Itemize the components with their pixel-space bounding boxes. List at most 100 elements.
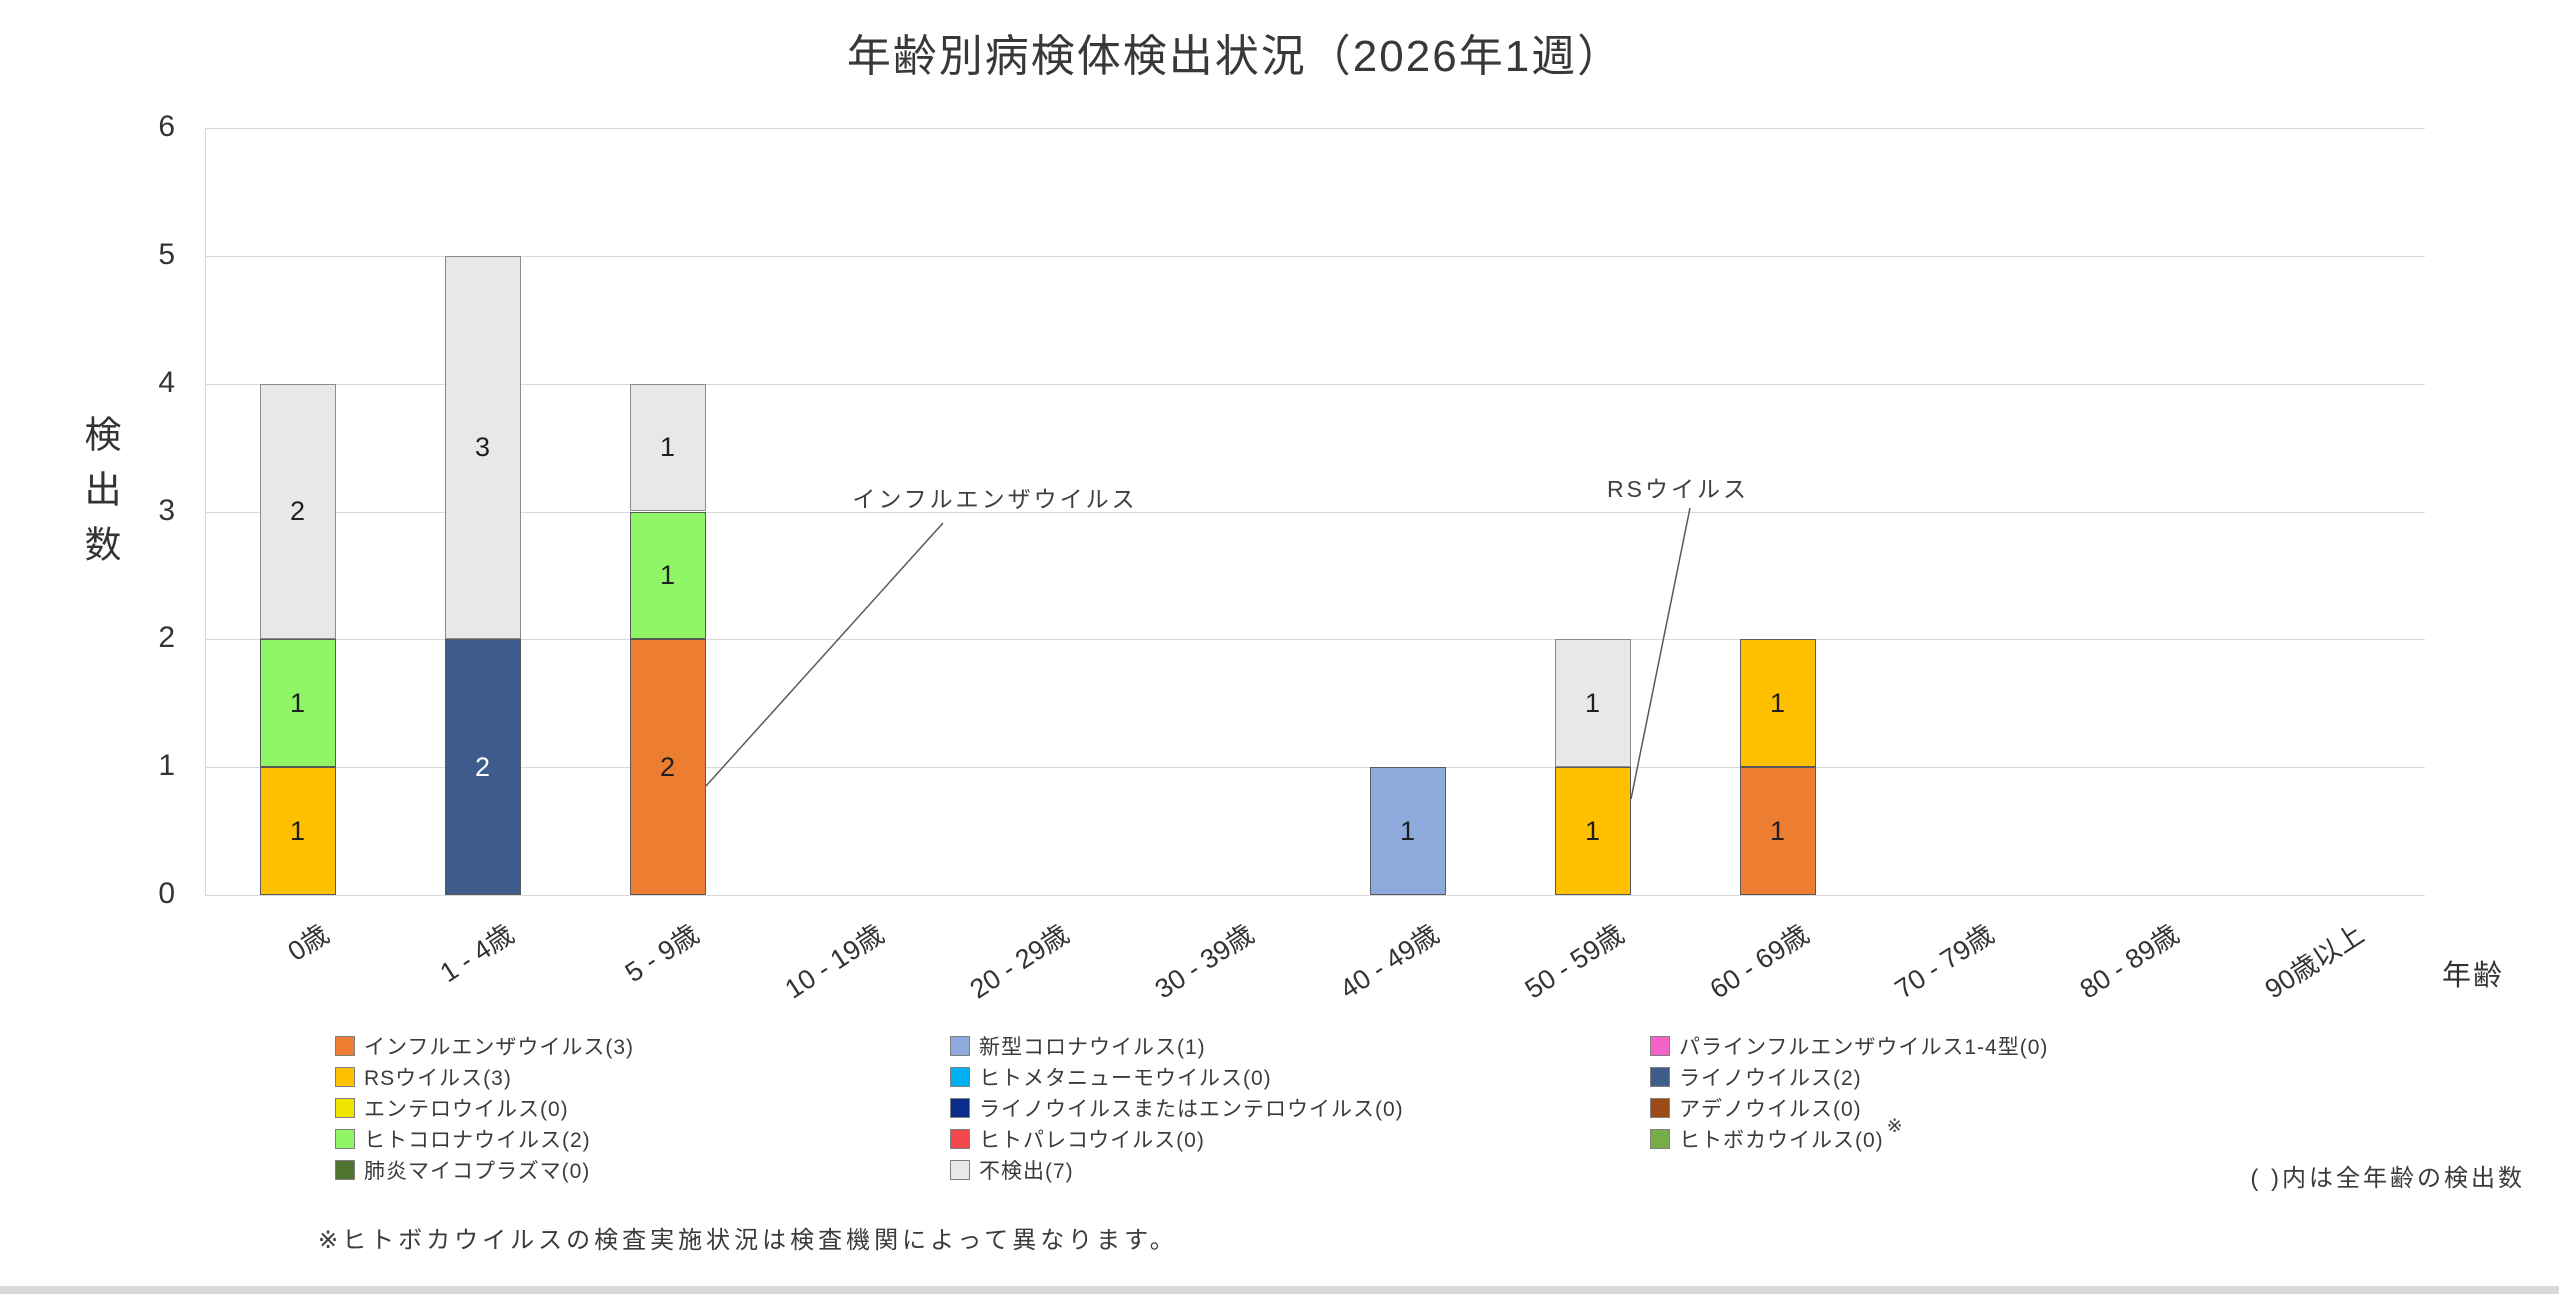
bar-segment: 2 — [629, 639, 706, 895]
legend-column: 新型コロナウイルス(1) ヒトメタニューモウイルス(0) ライノウイルスまたはエンテ… — [950, 1030, 1404, 1185]
bar-segment-label: 3 — [474, 432, 491, 463]
gridline — [205, 895, 2425, 896]
x-tick-label: 5 - 9歳 — [619, 918, 704, 989]
x-tick-label: 70 - 79歳 — [1889, 918, 1999, 1005]
bar-segment-label: 1 — [289, 687, 306, 718]
legend-item: 新型コロナウイルス(1) — [950, 1030, 1404, 1061]
bar-segment: 1 — [1554, 639, 1631, 768]
bar-segment-label: 1 — [289, 815, 306, 846]
legend-label: ヒトパレコウイルス(0) — [979, 1128, 1205, 1152]
legend-label: ヒトボカウイルス(0) — [1679, 1128, 1884, 1152]
legend-label: RSウイルス(3) — [364, 1066, 512, 1090]
legend-item: ライノウイルスまたはエンテロウイルス(0) — [950, 1092, 1404, 1123]
x-axis-title: 年齢 — [2442, 960, 2505, 992]
legend-label: エンテロウイルス(0) — [364, 1097, 569, 1121]
bar-segment-label: 1 — [1399, 815, 1416, 846]
x-tick-label: 90歳以上 — [2259, 918, 2369, 1005]
legend-item: パラインフルエンザウイルス1-4型(0) — [1650, 1030, 2048, 1061]
x-tick-label: 40 - 49歳 — [1334, 918, 1444, 1005]
legend-column: インフルエンザウイルス(3) RSウイルス(3) エンテロウイルス(0) ヒトコロナウ… — [335, 1030, 634, 1185]
y-tick-label: 6 — [158, 110, 175, 143]
legend-label: 肺炎マイコプラズマ(0) — [364, 1159, 591, 1183]
legend-item: 不検出(7) — [950, 1154, 1404, 1185]
annotation-leader-line — [1630, 507, 1691, 800]
x-tick-label: 60 - 69歳 — [1704, 918, 1814, 1005]
legend-label: ヒトメタニューモウイルス(0) — [979, 1066, 1272, 1090]
legend-label: アデノウイルス(0) — [1679, 1097, 1862, 1121]
x-tick-label: 20 - 29歳 — [964, 918, 1074, 1005]
bar-segment: 2 — [259, 383, 336, 640]
y-tick-label: 2 — [158, 621, 175, 655]
bar-segment: 3 — [444, 255, 521, 640]
legend-item: 肺炎マイコプラズマ(0) — [335, 1154, 634, 1185]
legend-swatch — [335, 1066, 355, 1087]
y-tick-label: 5 — [158, 237, 175, 271]
bar-segment: 1 — [629, 511, 706, 640]
legend-swatch — [1650, 1035, 1670, 1056]
x-tick-label: 30 - 39歳 — [1149, 918, 1259, 1005]
legend-label: ヒトコロナウイルス(2) — [364, 1128, 591, 1152]
bar-segment: 1 — [259, 767, 336, 895]
bar-segment-label: 1 — [659, 432, 676, 463]
legend-swatch — [950, 1097, 970, 1118]
y-tick-label: 1 — [158, 749, 175, 783]
bar-segment: 1 — [1739, 639, 1816, 768]
legend-item: アデノウイルス(0) — [1650, 1092, 2048, 1123]
legend-item: ライノウイルス(2) — [1650, 1061, 2048, 1092]
bar-segment-label: 2 — [474, 751, 491, 782]
x-tick-label: 50 - 59歳 — [1519, 918, 1629, 1005]
y-tick-label: 0 — [158, 877, 175, 910]
legend-label: インフルエンザウイルス(3) — [364, 1035, 635, 1059]
legend-swatch — [950, 1066, 970, 1087]
bar-segment: 1 — [629, 383, 706, 512]
legend-label: ライノウイルス(2) — [1679, 1066, 1862, 1090]
bar-segment-label: 2 — [659, 751, 676, 782]
legend-item: RSウイルス(3) — [335, 1061, 634, 1092]
bar-segment: 2 — [444, 639, 521, 895]
gridline — [205, 128, 2425, 129]
bar-segment: 1 — [1369, 767, 1446, 895]
legend-item: エンテロウイルス(0) — [335, 1092, 634, 1123]
bar-segment-label: 1 — [1584, 815, 1601, 846]
legend-swatch — [1650, 1066, 1670, 1087]
y-axis-line — [205, 128, 206, 895]
legend-column: パラインフルエンザウイルス1-4型(0) ライノウイルス(2) アデノウイルス(0)… — [1650, 1030, 2048, 1154]
legend-item: ヒトパレコウイルス(0) — [950, 1123, 1404, 1154]
legend-footnote-mark: ※ — [1886, 1116, 1903, 1137]
chart-title: 年齢別病検体検出状況（2026年1週） — [846, 32, 1624, 81]
y-axis-title: 検出数 — [79, 415, 120, 580]
bocavirus-note: ※ヒトボカウイルスの検査実施状況は検査機関によって異なります。 — [318, 1227, 1178, 1254]
legend-label: ライノウイルスまたはエンテロウイルス(0) — [979, 1097, 1404, 1121]
gridline — [205, 767, 2425, 769]
gridline — [205, 639, 2425, 641]
legend-swatch — [950, 1159, 970, 1180]
bar-segment-label: 1 — [1584, 687, 1601, 718]
x-tick-label: 1 - 4歳 — [434, 918, 519, 989]
x-tick-label: 0歳 — [282, 918, 334, 967]
legend-swatch — [335, 1035, 355, 1056]
x-tick-label: 80 - 89歳 — [2074, 918, 2184, 1005]
y-tick-label: 3 — [158, 493, 175, 527]
legend-swatch — [1650, 1097, 1670, 1118]
legend-swatch — [335, 1159, 355, 1180]
legend-item: ヒトボカウイルス(0) ※ — [1650, 1116, 2048, 1154]
legend-label: パラインフルエンザウイルス1-4型(0) — [1679, 1035, 2049, 1059]
counts-note: ( )内は全年齢の検出数 — [2250, 1165, 2525, 1192]
legend-label: 新型コロナウイルス(1) — [979, 1035, 1206, 1059]
legend-swatch — [335, 1128, 355, 1149]
annotation-leader-line — [705, 522, 944, 787]
annotation-label: インフルエンザウイルス — [852, 486, 1138, 512]
window-bottom-strip — [0, 1286, 2559, 1294]
legend-item: ヒトメタニューモウイルス(0) — [950, 1061, 1404, 1092]
x-tick-label: 10 - 19歳 — [779, 918, 889, 1005]
legend-swatch — [950, 1035, 970, 1056]
legend-swatch — [1650, 1128, 1670, 1149]
bar-segment: 1 — [1739, 767, 1816, 895]
bar-segment: 1 — [259, 639, 336, 768]
y-tick-label: 4 — [158, 365, 175, 399]
bar-segment-label: 1 — [1769, 815, 1786, 846]
bar-segment-label: 1 — [659, 559, 676, 590]
bar-segment-label: 1 — [1769, 687, 1786, 718]
legend-item: インフルエンザウイルス(3) — [335, 1030, 634, 1061]
